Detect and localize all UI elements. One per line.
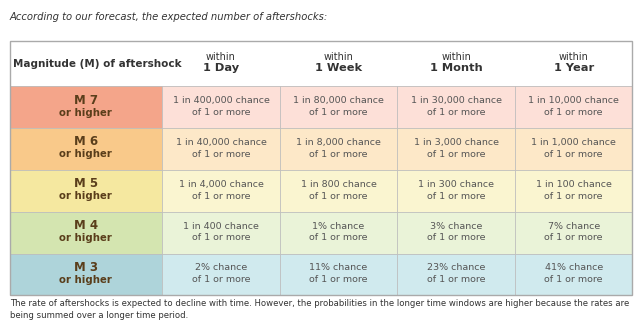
Bar bbox=[515, 86, 632, 128]
Bar bbox=[162, 253, 280, 295]
Text: of 1 or more: of 1 or more bbox=[545, 275, 603, 284]
Bar bbox=[10, 253, 162, 295]
Text: 1 in 300 chance: 1 in 300 chance bbox=[418, 180, 494, 189]
Text: 1 in 10,000 chance: 1 in 10,000 chance bbox=[528, 96, 619, 105]
Text: within: within bbox=[324, 51, 353, 62]
Text: within: within bbox=[441, 51, 471, 62]
Text: 1 in 800 chance: 1 in 800 chance bbox=[301, 180, 376, 189]
Bar bbox=[280, 170, 397, 212]
Text: 1 in 1,000 chance: 1 in 1,000 chance bbox=[531, 138, 616, 147]
Text: of 1 or more: of 1 or more bbox=[427, 233, 485, 243]
Bar bbox=[162, 128, 280, 170]
Text: 1 in 80,000 chance: 1 in 80,000 chance bbox=[293, 96, 384, 105]
Bar bbox=[515, 128, 632, 170]
Bar bbox=[515, 212, 632, 253]
Text: The rate of aftershocks is expected to decline with time. However, the probabili: The rate of aftershocks is expected to d… bbox=[10, 299, 629, 320]
Text: of 1 or more: of 1 or more bbox=[427, 192, 485, 201]
Text: of 1 or more: of 1 or more bbox=[427, 108, 485, 117]
Text: 1 in 100 chance: 1 in 100 chance bbox=[536, 180, 612, 189]
Bar bbox=[280, 128, 397, 170]
Text: 1 Day: 1 Day bbox=[203, 63, 239, 73]
Text: 1 in 4,000 chance: 1 in 4,000 chance bbox=[179, 180, 264, 189]
Text: 1 in 8,000 chance: 1 in 8,000 chance bbox=[296, 138, 381, 147]
Text: 7% chance: 7% chance bbox=[548, 221, 600, 231]
Text: M 7: M 7 bbox=[74, 94, 98, 107]
Text: of 1 or more: of 1 or more bbox=[192, 108, 250, 117]
Bar bbox=[397, 170, 515, 212]
Text: 1 in 400 chance: 1 in 400 chance bbox=[183, 221, 259, 231]
Text: M 4: M 4 bbox=[74, 219, 98, 232]
Text: 1 in 400,000 chance: 1 in 400,000 chance bbox=[173, 96, 269, 105]
Bar bbox=[10, 128, 162, 170]
Text: 1 in 3,000 chance: 1 in 3,000 chance bbox=[413, 138, 499, 147]
Bar bbox=[397, 86, 515, 128]
Text: 1 in 30,000 chance: 1 in 30,000 chance bbox=[411, 96, 502, 105]
Text: Magnitude (M) of aftershock: Magnitude (M) of aftershock bbox=[13, 59, 182, 69]
Text: 1 in 40,000 chance: 1 in 40,000 chance bbox=[175, 138, 266, 147]
Bar bbox=[162, 212, 280, 253]
Text: or higher: or higher bbox=[60, 149, 113, 159]
Text: M 3: M 3 bbox=[74, 261, 98, 274]
Text: of 1 or more: of 1 or more bbox=[192, 275, 250, 284]
Text: 2% chance: 2% chance bbox=[195, 263, 247, 272]
Text: 1 Month: 1 Month bbox=[429, 63, 483, 73]
Text: of 1 or more: of 1 or more bbox=[427, 150, 485, 159]
Text: of 1 or more: of 1 or more bbox=[545, 108, 603, 117]
Text: 23% chance: 23% chance bbox=[427, 263, 485, 272]
Text: of 1 or more: of 1 or more bbox=[309, 233, 368, 243]
Bar bbox=[10, 212, 162, 253]
Text: within: within bbox=[559, 51, 589, 62]
Text: 41% chance: 41% chance bbox=[545, 263, 603, 272]
Text: of 1 or more: of 1 or more bbox=[309, 108, 368, 117]
Text: within: within bbox=[206, 51, 236, 62]
Text: of 1 or more: of 1 or more bbox=[192, 192, 250, 201]
Text: M 6: M 6 bbox=[74, 135, 98, 148]
Bar bbox=[515, 253, 632, 295]
Text: of 1 or more: of 1 or more bbox=[309, 150, 368, 159]
Text: of 1 or more: of 1 or more bbox=[309, 275, 368, 284]
Bar bbox=[397, 253, 515, 295]
Bar bbox=[162, 170, 280, 212]
Text: of 1 or more: of 1 or more bbox=[309, 192, 368, 201]
Bar bbox=[10, 170, 162, 212]
Text: 3% chance: 3% chance bbox=[430, 221, 483, 231]
Bar bbox=[162, 86, 280, 128]
Text: or higher: or higher bbox=[60, 191, 113, 201]
Bar bbox=[280, 86, 397, 128]
Bar bbox=[10, 86, 162, 128]
Bar bbox=[397, 212, 515, 253]
Text: 11% chance: 11% chance bbox=[309, 263, 367, 272]
Text: or higher: or higher bbox=[60, 233, 113, 243]
Text: of 1 or more: of 1 or more bbox=[192, 150, 250, 159]
Bar bbox=[280, 212, 397, 253]
Text: of 1 or more: of 1 or more bbox=[545, 233, 603, 243]
Text: According to our forecast, the expected number of aftershocks:: According to our forecast, the expected … bbox=[10, 12, 328, 21]
Text: of 1 or more: of 1 or more bbox=[545, 192, 603, 201]
Text: 1% chance: 1% chance bbox=[312, 221, 365, 231]
Text: 1 Year: 1 Year bbox=[554, 63, 594, 73]
Text: 1 Week: 1 Week bbox=[315, 63, 362, 73]
Text: of 1 or more: of 1 or more bbox=[427, 275, 485, 284]
Bar bbox=[515, 170, 632, 212]
Bar bbox=[280, 253, 397, 295]
Text: M 5: M 5 bbox=[74, 177, 98, 190]
Text: of 1 or more: of 1 or more bbox=[192, 233, 250, 243]
Bar bbox=[10, 41, 632, 295]
Bar bbox=[10, 41, 632, 86]
Text: of 1 or more: of 1 or more bbox=[545, 150, 603, 159]
Text: or higher: or higher bbox=[60, 108, 113, 118]
Bar bbox=[397, 128, 515, 170]
Text: or higher: or higher bbox=[60, 275, 113, 285]
